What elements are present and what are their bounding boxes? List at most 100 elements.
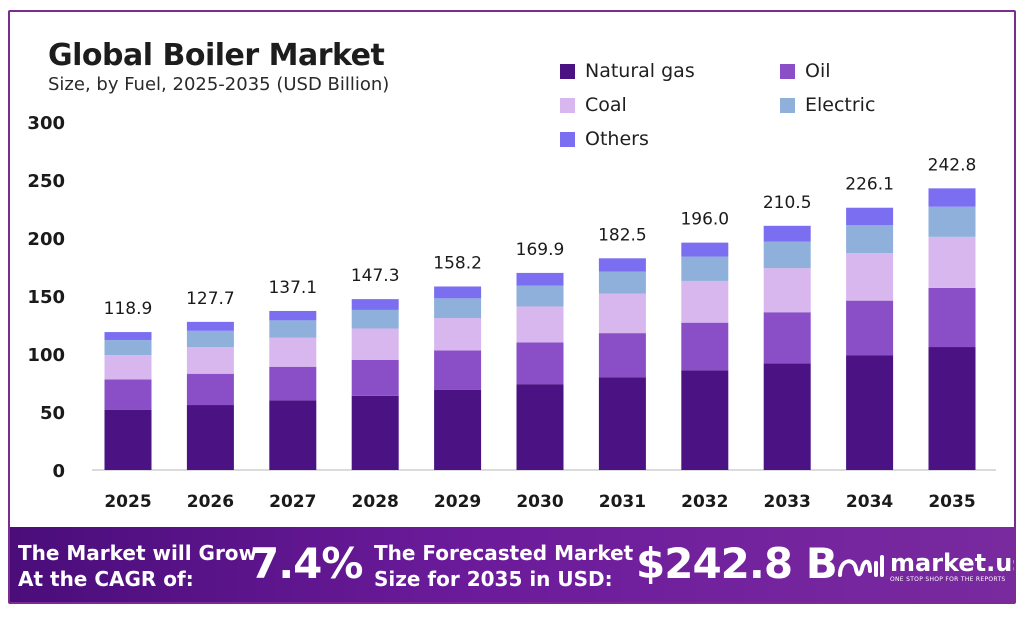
x-tick-label: 2028 [352, 492, 399, 512]
forecast-label-line1: The Forecasted Market [374, 541, 634, 565]
legend-item-oil: Oil [780, 60, 831, 82]
brand-name: market.us [890, 549, 1016, 577]
bar-segment-electric [434, 298, 482, 319]
bar-segment-oil [269, 366, 317, 401]
brand-text: market.us ONE STOP SHOP FOR THE REPORTS [890, 549, 1016, 584]
chart-frame: Global Boiler Market Size, by Fuel, 2025… [8, 10, 1016, 604]
legend-label-oil: Oil [805, 60, 831, 82]
bar-segment-oil [434, 350, 482, 390]
bar-segment-electric [186, 330, 234, 348]
y-tick-label: 250 [27, 171, 65, 192]
bar-segment-coal [598, 293, 646, 334]
bar-segment-electric [516, 285, 564, 307]
bar-segment-oil [186, 373, 234, 406]
forecast-value: $242.8 B [636, 539, 838, 588]
bar-segment-natural-gas [269, 400, 317, 470]
legend-swatch-others [560, 131, 575, 147]
legend-swatch-electric [780, 97, 795, 113]
bar-total-label: 118.9 [104, 299, 153, 319]
bar-segment-coal [351, 328, 399, 360]
bar-segment-oil [351, 359, 399, 396]
x-tick-label: 2027 [269, 492, 316, 512]
bar-segment-others [763, 225, 811, 242]
x-tick-label: 2029 [434, 492, 481, 512]
forecast-label-line2: Size for 2035 in USD: [374, 567, 613, 591]
cagr-label-line2: At the CAGR of: [18, 567, 194, 591]
legend-swatch-natural-gas [560, 63, 575, 79]
market-us-logo-icon [838, 555, 884, 577]
bar-segment-oil [681, 322, 729, 371]
bar-segment-natural-gas [434, 389, 482, 470]
bar-segment-natural-gas [763, 363, 811, 470]
legend-label-coal: Coal [585, 94, 627, 116]
bar-segment-electric [928, 206, 976, 237]
legend-item-others: Others [560, 128, 649, 150]
bar-segment-oil [516, 342, 564, 385]
y-tick-label: 100 [27, 345, 65, 366]
chart-title: Global Boiler Market [48, 38, 385, 73]
bar-segment-coal [681, 280, 729, 323]
legend-item-electric: Electric [780, 94, 875, 116]
bar-segment-others [434, 286, 482, 299]
bar-total-label: 226.1 [845, 175, 894, 195]
chart-subtitle: Size, by Fuel, 2025-2035 (USD Billion) [48, 74, 390, 95]
bar-segment-natural-gas [598, 377, 646, 470]
bar-total-label: 196.0 [680, 210, 729, 230]
bar-total-label: 169.9 [516, 240, 565, 260]
y-tick-label: 0 [52, 461, 65, 482]
bar-segment-coal [269, 337, 317, 367]
bar-segment-coal [516, 306, 564, 343]
bar-segment-oil [763, 312, 811, 364]
x-tick-label: 2034 [846, 492, 893, 512]
x-tick-label: 2032 [681, 492, 728, 512]
x-tick-label: 2030 [516, 492, 563, 512]
bar-total-label: 210.5 [763, 193, 812, 213]
stacked-bar-chart: 0 50 100 150 200 250 300 118.9 2025 127.7 2026 137.… [27, 113, 996, 512]
x-tick-label: 2025 [104, 492, 151, 512]
bar-segment-natural-gas [846, 355, 894, 470]
bar-segment-electric [681, 256, 729, 281]
bar-segment-oil [846, 300, 894, 356]
cagr-label: The Market will Grow At the CAGR of: [18, 540, 257, 592]
bar-segment-oil [598, 333, 646, 378]
bar-segment-others [928, 188, 976, 207]
bar-segment-oil [104, 379, 152, 410]
bar-segment-oil [928, 287, 976, 348]
bar-segment-others [598, 258, 646, 272]
legend-label-electric: Electric [805, 94, 876, 116]
legend-item-natural-gas: Natural gas [560, 60, 695, 82]
bar-segment-electric [269, 320, 317, 338]
bar-segment-coal [928, 236, 976, 288]
cagr-value: 7.4% [250, 539, 363, 588]
x-tick-label: 2026 [187, 492, 234, 512]
bar-segment-others [104, 332, 152, 341]
bar-segment-natural-gas [351, 395, 399, 470]
bar-total-label: 127.7 [186, 289, 235, 309]
bar-segment-electric [351, 309, 399, 329]
bar-segment-others [351, 299, 399, 310]
legend-label-natural-gas: Natural gas [585, 60, 695, 82]
bar-segment-electric [846, 225, 894, 254]
bar-segment-coal [186, 347, 234, 374]
bar-total-label: 242.8 [928, 155, 977, 175]
brand-logo[interactable]: market.us ONE STOP SHOP FOR THE REPORTS [836, 541, 1016, 593]
x-tick-label: 2033 [764, 492, 811, 512]
x-tick-label: 2031 [599, 492, 646, 512]
bar-segment-natural-gas [516, 384, 564, 470]
bar-total-label: 182.5 [598, 225, 647, 245]
bar-segment-natural-gas [186, 405, 234, 470]
bar-segment-natural-gas [681, 370, 729, 470]
legend-swatch-oil [780, 63, 795, 79]
y-tick-label: 150 [27, 287, 65, 308]
bar-segment-coal [763, 268, 811, 313]
y-tick-label: 50 [40, 403, 65, 424]
legend-swatch-coal [560, 97, 575, 113]
bar-segment-electric [763, 241, 811, 269]
bar-total-label: 158.2 [433, 253, 482, 273]
bar-segment-coal [846, 253, 894, 301]
bar-total-label: 147.3 [351, 266, 400, 286]
legend-label-others: Others [585, 128, 649, 150]
bar-segment-others [186, 321, 234, 331]
cagr-label-line1: The Market will Grow [18, 541, 258, 565]
bar-segment-others [269, 310, 317, 321]
